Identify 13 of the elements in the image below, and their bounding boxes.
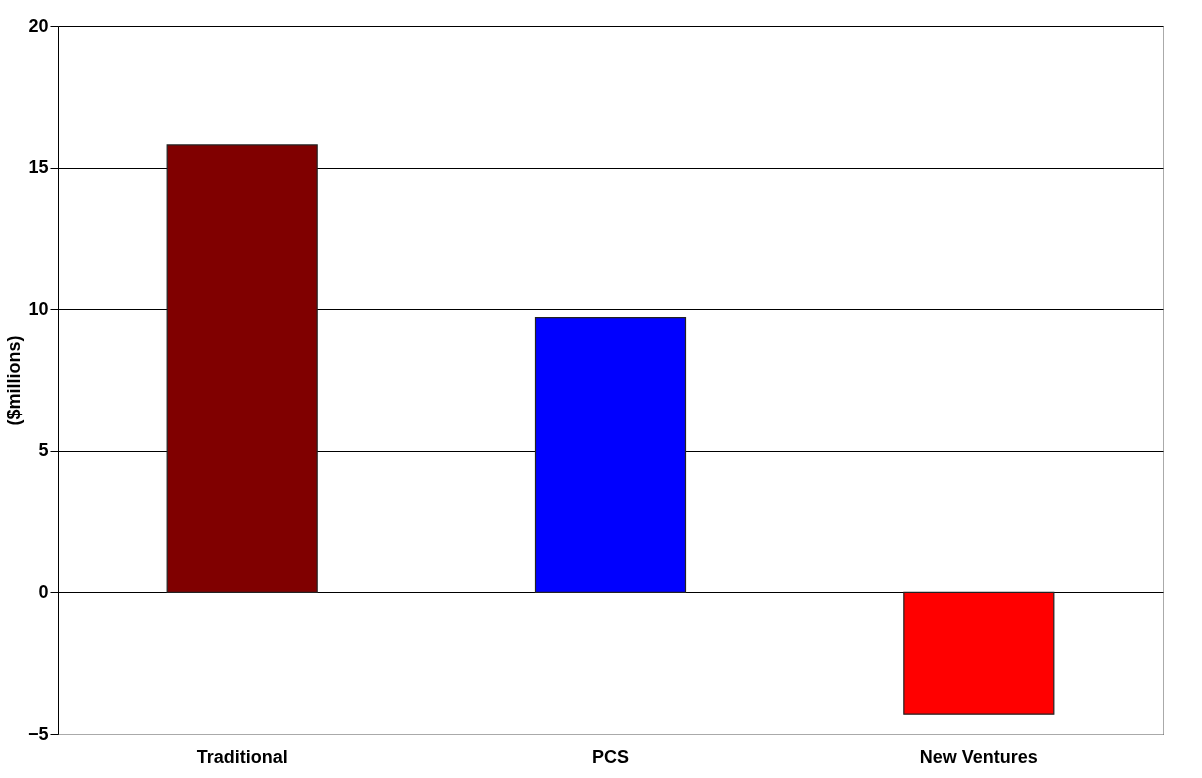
y-tick-label: 15 (28, 157, 49, 178)
y-tick-label: 5 (38, 440, 49, 461)
y-tick-label: 10 (28, 298, 49, 319)
x-tick-label: Traditional (196, 746, 288, 767)
y-axis-title: ($millions) (3, 335, 24, 426)
x-tick-label: PCS (591, 746, 630, 767)
bar (534, 317, 687, 593)
y-tick-label: 0 (38, 581, 49, 602)
bar (166, 144, 318, 593)
x-tick-label: New Ventures (919, 746, 1038, 767)
bar (903, 591, 1055, 715)
y-tick-label: −5 (27, 723, 49, 744)
y-tick-label: 20 (28, 15, 49, 36)
